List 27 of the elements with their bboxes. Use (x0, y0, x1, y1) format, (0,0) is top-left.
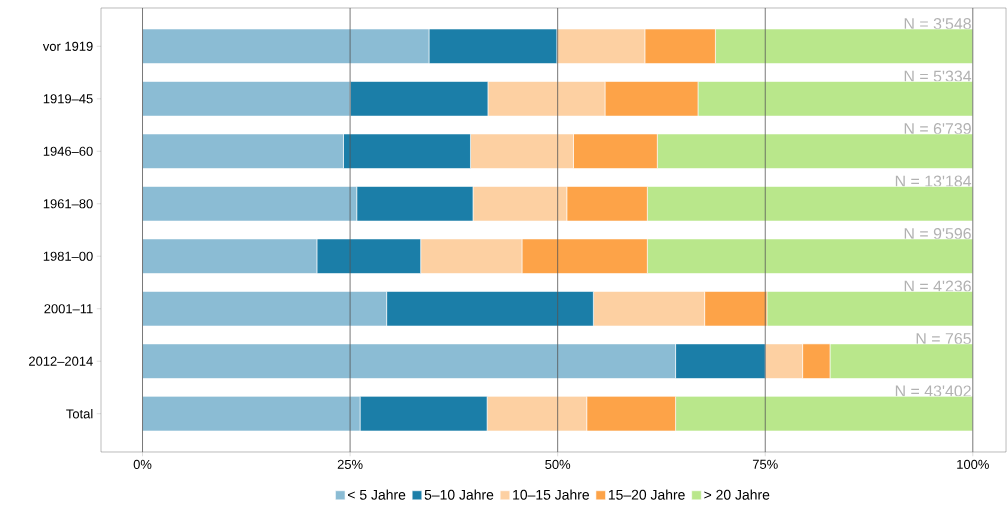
legend-label: 10–15 Jahre (513, 489, 589, 500)
annotation: N = 4'236 (904, 280, 971, 292)
bar (142, 81, 351, 117)
y-tick-label: Total (66, 408, 93, 419)
annotation: N = 13'184 (895, 175, 972, 187)
x-tick-label: 25% (337, 459, 363, 469)
legend-label: > 20 Jahre (704, 489, 770, 500)
x-tick-label: 0% (133, 459, 152, 469)
y-tick-label: 1961–80 (43, 199, 93, 209)
y-tick-label: 1946–60 (43, 146, 93, 156)
legend-label: 5–10 Jahre (424, 489, 494, 500)
y-tick-label: 2012–2014 (29, 356, 93, 366)
legend-label: 15–20 Jahre (608, 489, 685, 500)
annotation: N = 3'548 (904, 18, 971, 30)
x-tick-label: 100% (957, 459, 989, 469)
annotation: N = 43'402 (895, 385, 971, 397)
y-tick-label: 2001–11 (44, 304, 93, 314)
y-tick-label: 1981–00 (43, 251, 93, 261)
legend-label: < 5 Jahre (348, 489, 406, 500)
annotation: N = 9'596 (904, 227, 971, 240)
annotation: N = 765 (916, 332, 971, 345)
y-tick-label: 1919–45 (43, 94, 93, 104)
annotation: N = 5'334 (904, 70, 972, 82)
annotation: N = 6'739 (904, 123, 971, 135)
y-tick-label: vor 1919 (42, 41, 93, 51)
x-tick-label: 50% (545, 459, 571, 469)
x-tick-label: 75% (752, 459, 778, 469)
